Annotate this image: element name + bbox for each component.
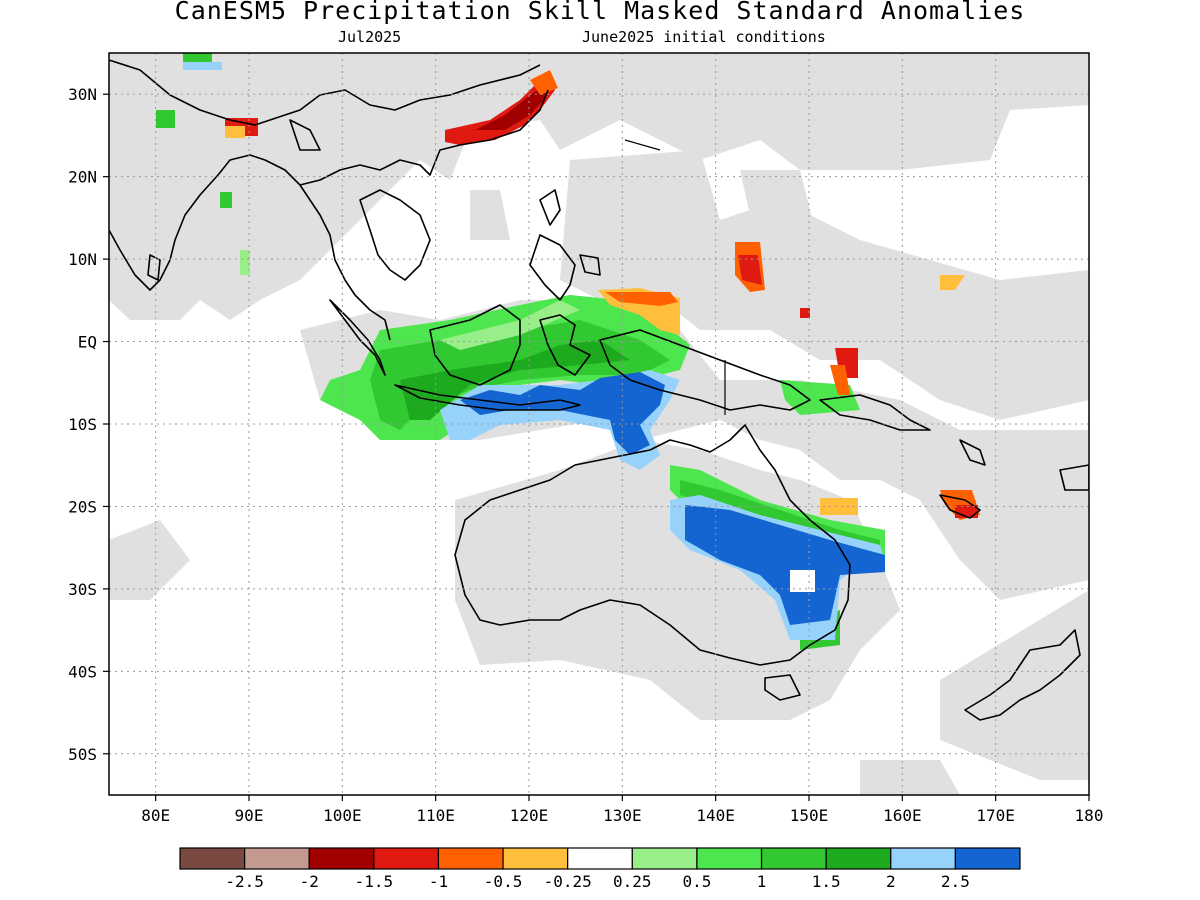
colorbar-swatch	[825, 847, 892, 870]
initial-conditions: June2025 initial conditions	[582, 28, 826, 46]
lon-tick-label: 170E	[976, 806, 1015, 825]
colorbar-label: 0.5	[682, 872, 711, 891]
colorbar-label: -2	[300, 872, 319, 891]
lon-tick-label: 110E	[416, 806, 455, 825]
lat-tick-label: 10S	[68, 415, 97, 434]
lon-tick-label: 120E	[510, 806, 549, 825]
lon-tick-label: 90E	[235, 806, 264, 825]
colorbar-swatch	[954, 847, 1021, 870]
lat-tick-label: 30N	[68, 85, 97, 104]
lat-tick-label: 10N	[68, 250, 97, 269]
colorbar-swatch	[179, 847, 246, 870]
colorbar-label: 1.5	[812, 872, 841, 891]
colorbar-swatch	[373, 847, 440, 870]
lon-tick-label: 160E	[883, 806, 922, 825]
lon-tick-label: 80E	[141, 806, 170, 825]
lat-tick-label: 40S	[68, 662, 97, 681]
colorbar-swatch	[631, 847, 698, 870]
colorbar-swatch	[890, 847, 956, 870]
colorbar-label: -0.25	[544, 872, 592, 891]
lon-tick-label: 130E	[603, 806, 642, 825]
lon-tick-label: 180	[1075, 806, 1104, 825]
lat-tick-label: 30S	[68, 580, 97, 599]
lat-tick-label: 50S	[68, 745, 97, 764]
colorbar-swatch	[308, 847, 375, 870]
lon-tick-label: 140E	[696, 806, 735, 825]
colorbar-label: 2	[886, 872, 896, 891]
lat-tick-label: 20N	[68, 168, 97, 187]
colorbar-label: -1	[429, 872, 448, 891]
colorbar-swatch	[502, 847, 569, 870]
colorbar-swatch	[437, 847, 504, 870]
colorbar-swatch	[244, 847, 310, 870]
forecast-month: Jul2025	[338, 28, 402, 46]
colorbar-label: -1.5	[355, 872, 394, 891]
colorbar-swatch	[696, 847, 763, 870]
colorbar-label: 0.25	[613, 872, 652, 891]
lon-tick-label: 100E	[323, 806, 362, 825]
positive-anomaly-region	[156, 53, 885, 650]
negative-anomaly-region	[225, 70, 980, 520]
graticule	[109, 53, 1089, 795]
colorbar-label: 2.5	[941, 872, 970, 891]
colorbar-swatch	[760, 847, 827, 870]
colorbar-label: 1	[757, 872, 767, 891]
country-border	[624, 139, 726, 415]
map-title: CanESM5 Precipitation Skill Masked Stand…	[174, 0, 1026, 25]
lat-tick-label: 20S	[68, 497, 97, 516]
colorbar-label: -2.5	[225, 872, 264, 891]
colorbar: -2.5 -2 -1.5 -1 -0.5 -0.25 0.25 0.5 1 1.5 2 2.5	[179, 847, 1021, 891]
colorbar-swatch	[567, 847, 633, 870]
lat-tick-label: EQ	[78, 333, 97, 352]
colorbar-label: -0.5	[484, 872, 523, 891]
lon-tick-label: 150E	[790, 806, 829, 825]
